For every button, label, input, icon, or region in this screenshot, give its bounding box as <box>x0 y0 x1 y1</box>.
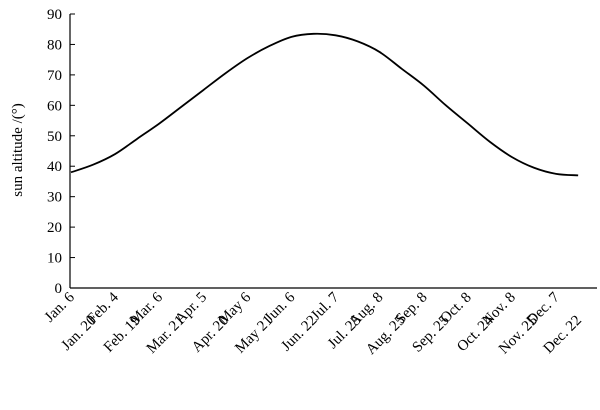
x-tick-label: Apr. 5 <box>172 290 210 328</box>
x-tick-label: Nov. 8 <box>479 290 518 329</box>
x-tick-label: Mar. 6 <box>127 289 166 328</box>
y-tick-label: 80 <box>47 37 62 53</box>
x-tick-label: Sep. 8 <box>393 290 431 328</box>
y-tick-label: 10 <box>47 251 62 267</box>
x-tick-label: Jun. 6 <box>262 289 299 326</box>
y-tick-label: 20 <box>47 220 62 236</box>
y-tick-label: 70 <box>47 68 62 84</box>
y-tick-label: 60 <box>47 98 62 114</box>
y-tick-label: 50 <box>47 129 62 145</box>
line <box>70 32 579 177</box>
y-tick-label: 40 <box>47 159 62 175</box>
y-tick-label: 90 <box>47 7 62 23</box>
x-tick-label: Dec. 7 <box>524 289 563 328</box>
y-axis-label: sun altitude /(°) <box>10 103 26 196</box>
y-tick-label: 0 <box>55 281 63 297</box>
x-tick-label: Aug. 8 <box>346 290 386 330</box>
x-tick-label: May 6 <box>216 289 255 328</box>
y-tick-label: 30 <box>47 190 62 206</box>
x-tick-label: Oct. 8 <box>437 290 474 327</box>
x-tick-label: Jul. 7 <box>308 289 343 324</box>
x-tick-label: Dec. 22 <box>541 313 585 357</box>
x-tick-label: Feb. 4 <box>84 289 122 327</box>
